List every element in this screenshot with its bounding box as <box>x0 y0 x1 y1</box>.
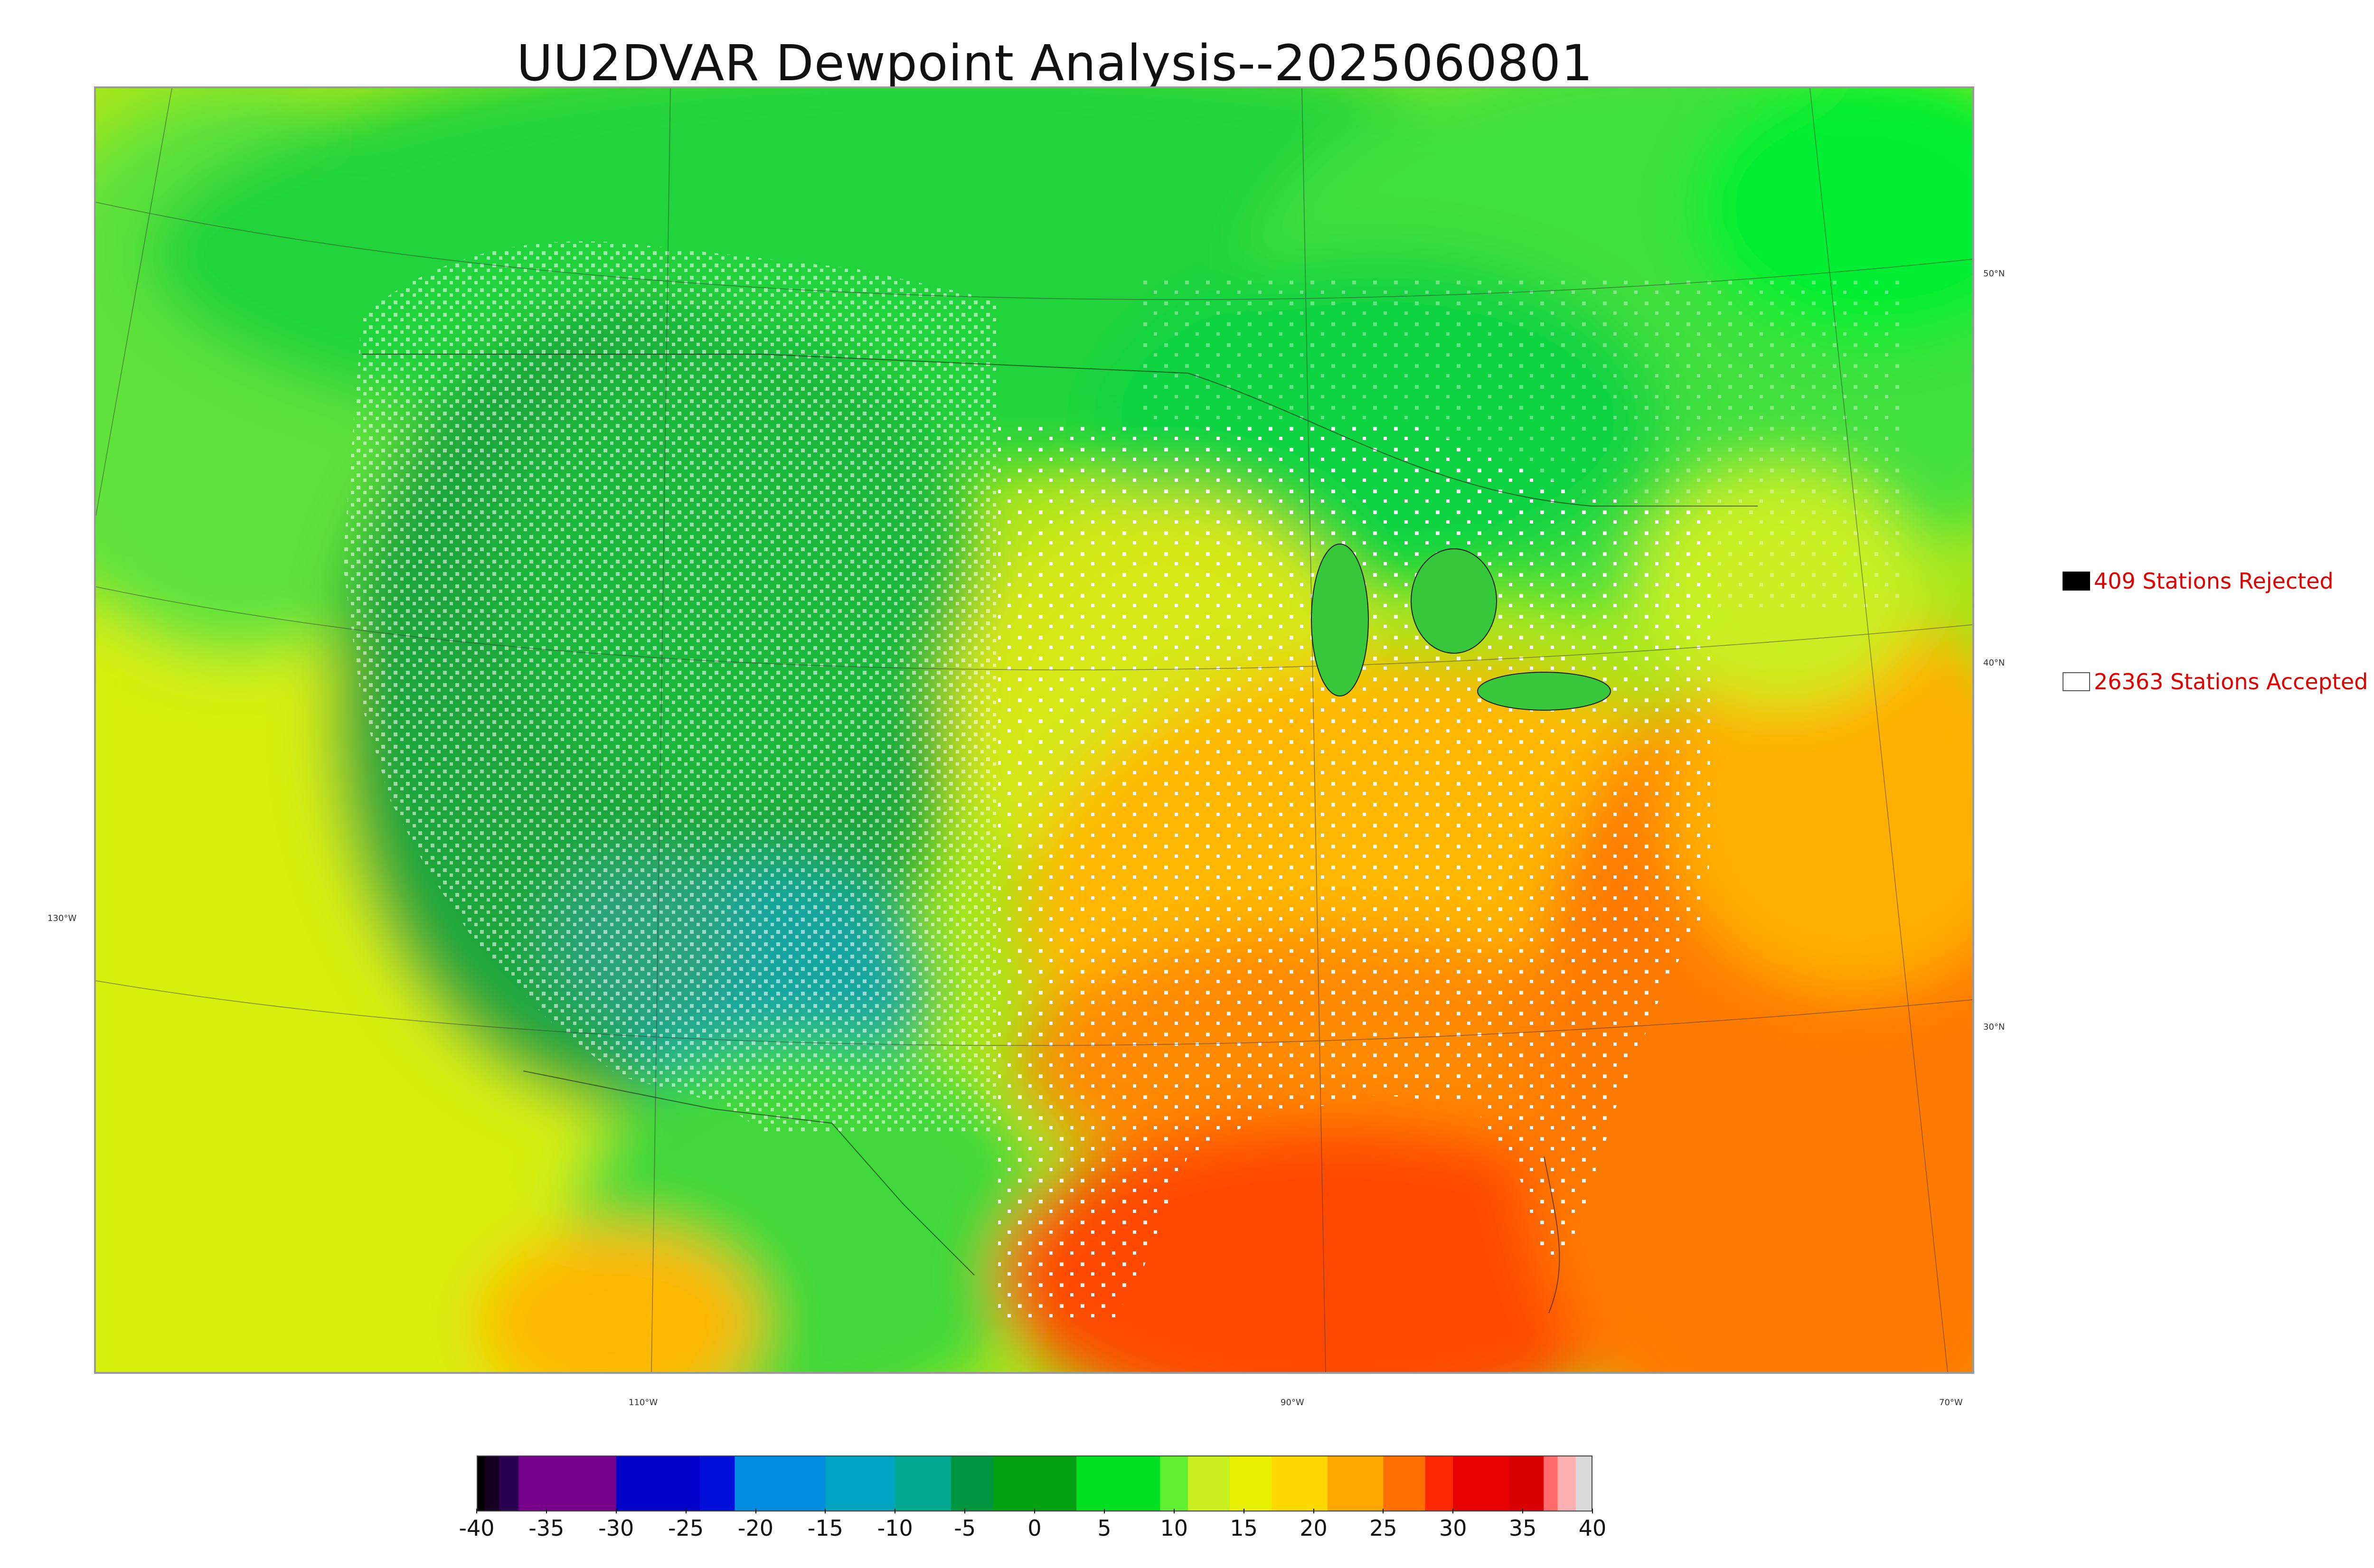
colorbar-segment <box>1557 1455 1576 1512</box>
colorbar-tick-mark <box>1383 1509 1384 1513</box>
colorbar-tick-label: 10 <box>1160 1515 1188 1541</box>
colorbar-tick-label: -5 <box>954 1515 976 1541</box>
colorbar-segment <box>1327 1455 1384 1512</box>
colorbar-tick-mark <box>615 1509 617 1513</box>
colorbar-segment <box>1544 1455 1558 1512</box>
colorbar-tick-label: -10 <box>877 1515 913 1541</box>
colorbar <box>477 1455 1592 1512</box>
lon-label-130: 130°W <box>47 913 77 923</box>
colorbar-tick-mark <box>1452 1509 1454 1513</box>
colorbar-tick-mark <box>1522 1509 1524 1513</box>
colorbar-tick-label: 35 <box>1508 1515 1537 1541</box>
colorbar-segment <box>518 1455 617 1512</box>
accepted-label: 26363 Stations Accepted <box>2094 669 2368 695</box>
colorbar-tick-label: 5 <box>1097 1515 1112 1541</box>
colorbar-segment <box>1188 1455 1230 1512</box>
colorbar-segment <box>735 1455 826 1512</box>
colorbar-segment <box>485 1455 499 1512</box>
dewpoint-map <box>94 86 1974 1374</box>
colorbar-tick-label: -25 <box>668 1515 704 1541</box>
colorbar-segment <box>700 1455 735 1512</box>
colorbar-tick-label: -20 <box>737 1515 774 1541</box>
colorbar-segment <box>1453 1455 1509 1512</box>
colorbar-segment <box>1160 1455 1188 1512</box>
colorbar-segment <box>477 1455 486 1512</box>
colorbar-segment <box>1575 1455 1592 1512</box>
colorbar-segment <box>616 1455 700 1512</box>
colorbar-ticks: -40 -35 -30 -25 -20 -15 -10 -5 0 5 10 15 20 25 30 35 40 <box>459 1509 1606 1545</box>
colorbar-tick-mark <box>1313 1509 1314 1513</box>
colorbar-tick-mark <box>1592 1509 1593 1513</box>
accepted-swatch <box>2063 672 2090 691</box>
map-title: UU2DVAR Dewpoint Analysis--2025060801 <box>517 34 1593 92</box>
colorbar-tick-label: -30 <box>598 1515 634 1541</box>
colorbar-segment <box>1230 1455 1272 1512</box>
lat-label-30: 30°N <box>1983 1022 2005 1032</box>
colorbar-tick-label: -35 <box>528 1515 565 1541</box>
colorbar-tick-mark <box>755 1509 756 1513</box>
colorbar-tick-mark <box>825 1509 826 1513</box>
lon-label-90: 90°W <box>1281 1398 1304 1408</box>
rejected-label: 409 Stations Rejected <box>2094 568 2334 594</box>
colorbar-tick-label: 20 <box>1300 1515 1328 1541</box>
lat-label-40: 40°N <box>1983 658 2005 668</box>
colorbar-tick-label: -15 <box>807 1515 843 1541</box>
lat-label-50: 50°N <box>1983 269 2005 279</box>
colorbar-segment <box>1383 1455 1425 1512</box>
colorbar-tick-label: -40 <box>459 1515 495 1541</box>
dewpoint-field <box>96 88 1972 1372</box>
colorbar-segment <box>825 1455 895 1512</box>
colorbar-segment <box>1425 1455 1453 1512</box>
colorbar-tick-mark <box>546 1509 547 1513</box>
colorbar-tick-mark <box>1103 1509 1105 1513</box>
colorbar-tick-mark <box>476 1509 477 1513</box>
colorbar-segment <box>1272 1455 1328 1512</box>
colorbar-segment <box>499 1455 519 1512</box>
colorbar-tick-label: 30 <box>1439 1515 1467 1541</box>
colorbar-segment <box>992 1455 1077 1512</box>
rejected-swatch <box>2063 572 2090 591</box>
colorbar-tick-label: 25 <box>1369 1515 1397 1541</box>
colorbar-segment <box>1508 1455 1544 1512</box>
lon-label-110: 110°W <box>629 1398 658 1408</box>
legend-rejected: 409 Stations Rejected <box>2063 568 2334 594</box>
legend-accepted: 26363 Stations Accepted <box>2063 669 2368 695</box>
colorbar-tick-mark <box>1034 1509 1035 1513</box>
lon-label-70: 70°W <box>1939 1398 1963 1408</box>
colorbar-tick-label: 0 <box>1027 1515 1042 1541</box>
colorbar-segment <box>1076 1455 1160 1512</box>
colorbar-segment <box>895 1455 951 1512</box>
colorbar-tick-mark <box>964 1509 966 1513</box>
colorbar-tick-mark <box>1173 1509 1175 1513</box>
colorbar-tick-label: 40 <box>1578 1515 1607 1541</box>
colorbar-tick-mark <box>685 1509 687 1513</box>
colorbar-tick-label: 15 <box>1230 1515 1258 1541</box>
colorbar-segment <box>951 1455 993 1512</box>
